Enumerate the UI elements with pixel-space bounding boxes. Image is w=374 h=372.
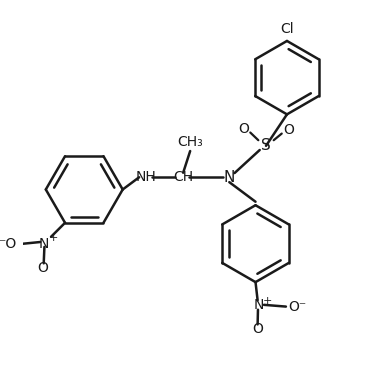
Text: O: O	[283, 123, 294, 137]
Text: O: O	[37, 261, 49, 275]
Text: +: +	[263, 296, 272, 306]
Text: +: +	[49, 233, 58, 243]
Text: ⁻O: ⁻O	[0, 237, 17, 251]
Text: N: N	[253, 298, 264, 312]
Text: O⁻: O⁻	[288, 299, 306, 314]
Text: N: N	[39, 237, 49, 251]
Text: N: N	[224, 170, 235, 185]
Text: O: O	[252, 322, 263, 336]
Text: S: S	[261, 138, 271, 153]
Text: O: O	[238, 122, 249, 136]
Text: Cl: Cl	[280, 22, 294, 36]
Text: CH: CH	[173, 170, 193, 184]
Text: NH: NH	[136, 170, 156, 184]
Text: CH₃: CH₃	[177, 135, 203, 149]
